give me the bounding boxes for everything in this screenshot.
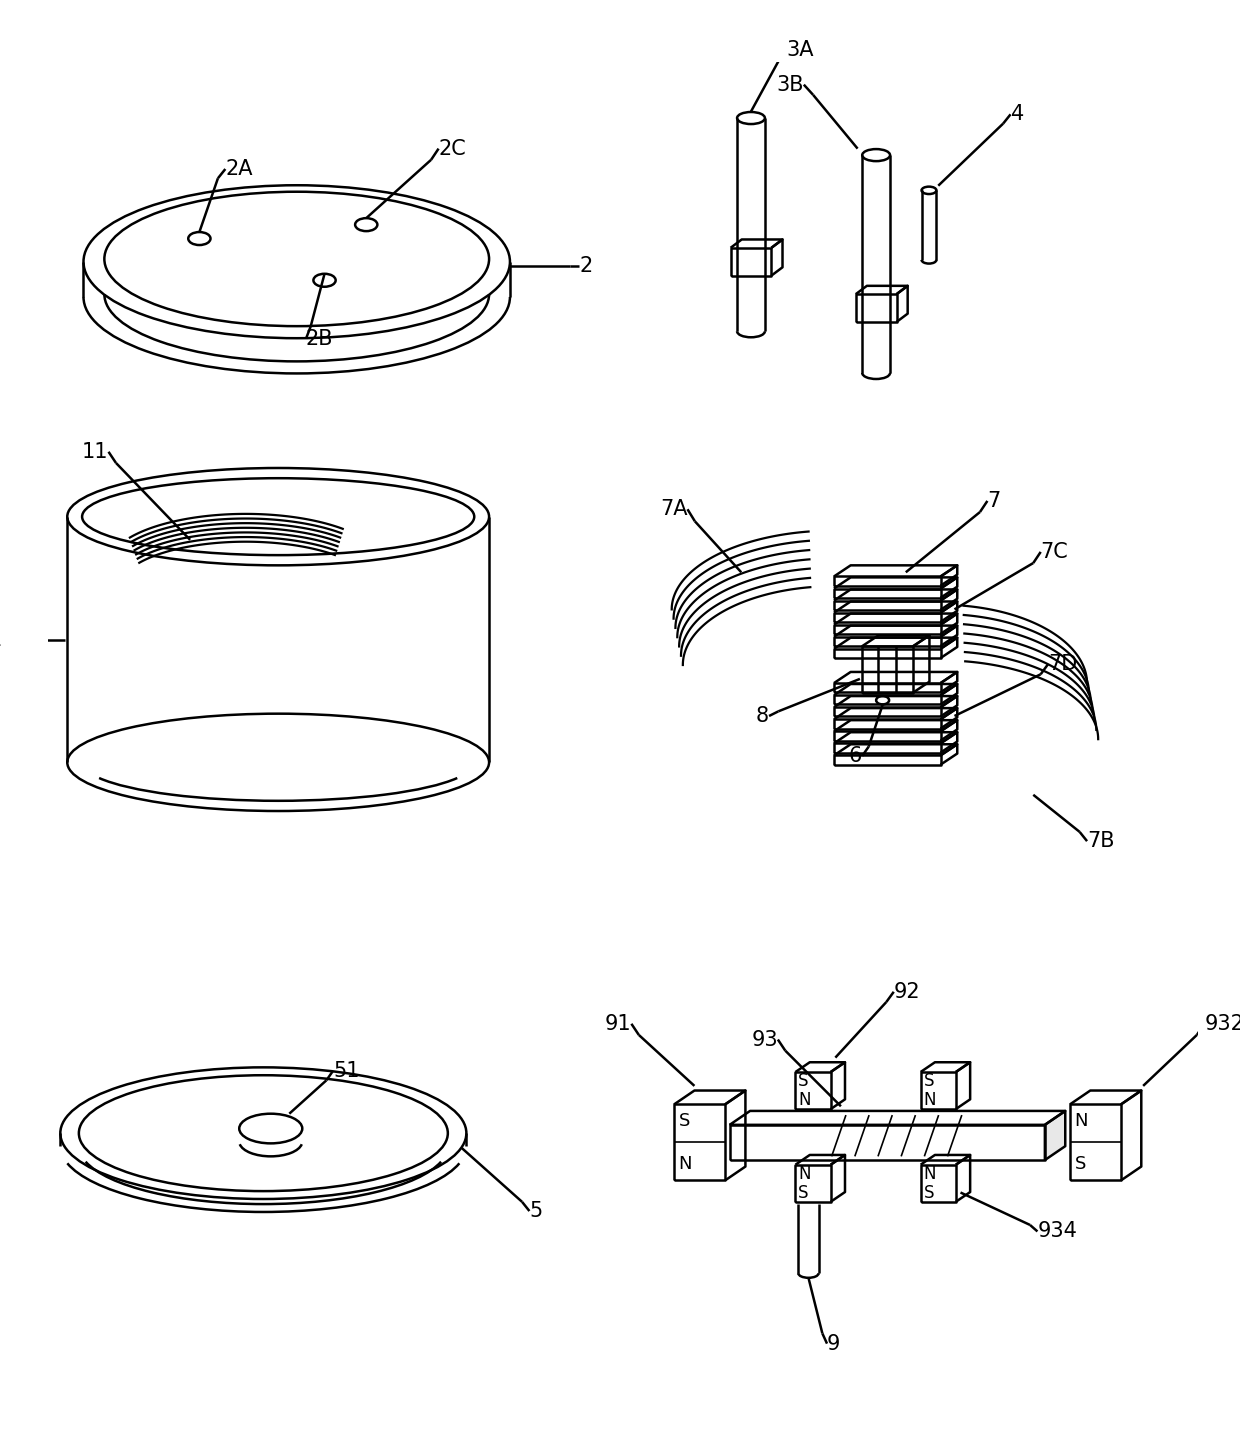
Text: 93: 93: [751, 1029, 777, 1049]
Polygon shape: [1045, 1111, 1065, 1160]
Text: 1: 1: [0, 629, 2, 650]
Text: 3A: 3A: [786, 40, 813, 60]
Text: 5: 5: [529, 1201, 543, 1221]
Text: 932: 932: [1204, 1013, 1240, 1033]
Text: 3B: 3B: [776, 75, 804, 95]
Text: N: N: [799, 1165, 811, 1183]
Text: S: S: [924, 1072, 934, 1091]
Text: 2: 2: [579, 256, 593, 276]
Text: 9: 9: [827, 1334, 841, 1354]
Text: 2A: 2A: [226, 160, 253, 180]
Text: S: S: [924, 1184, 934, 1201]
Text: 51: 51: [332, 1061, 360, 1081]
Polygon shape: [729, 1111, 1065, 1125]
Text: 7: 7: [987, 491, 1001, 512]
Text: N: N: [799, 1091, 811, 1109]
Text: 11: 11: [82, 441, 109, 461]
Text: N: N: [678, 1155, 692, 1173]
Text: 2C: 2C: [439, 138, 466, 158]
Text: 92: 92: [894, 981, 920, 1002]
Text: 934: 934: [1038, 1221, 1078, 1242]
Text: S: S: [1075, 1155, 1086, 1173]
Text: 7C: 7C: [1040, 542, 1069, 562]
Text: S: S: [678, 1112, 689, 1129]
Text: 91: 91: [605, 1013, 631, 1033]
Text: 4: 4: [1011, 105, 1024, 125]
Text: N: N: [924, 1091, 936, 1109]
Text: 7A: 7A: [660, 499, 687, 519]
Text: S: S: [799, 1072, 808, 1091]
Text: N: N: [924, 1165, 936, 1183]
Text: 6: 6: [849, 746, 862, 766]
Text: 7B: 7B: [1087, 831, 1115, 851]
Text: N: N: [1075, 1112, 1087, 1129]
Text: 8: 8: [756, 706, 769, 726]
Text: 2B: 2B: [306, 329, 334, 349]
Text: S: S: [799, 1184, 808, 1201]
Text: 7D: 7D: [1048, 654, 1078, 674]
